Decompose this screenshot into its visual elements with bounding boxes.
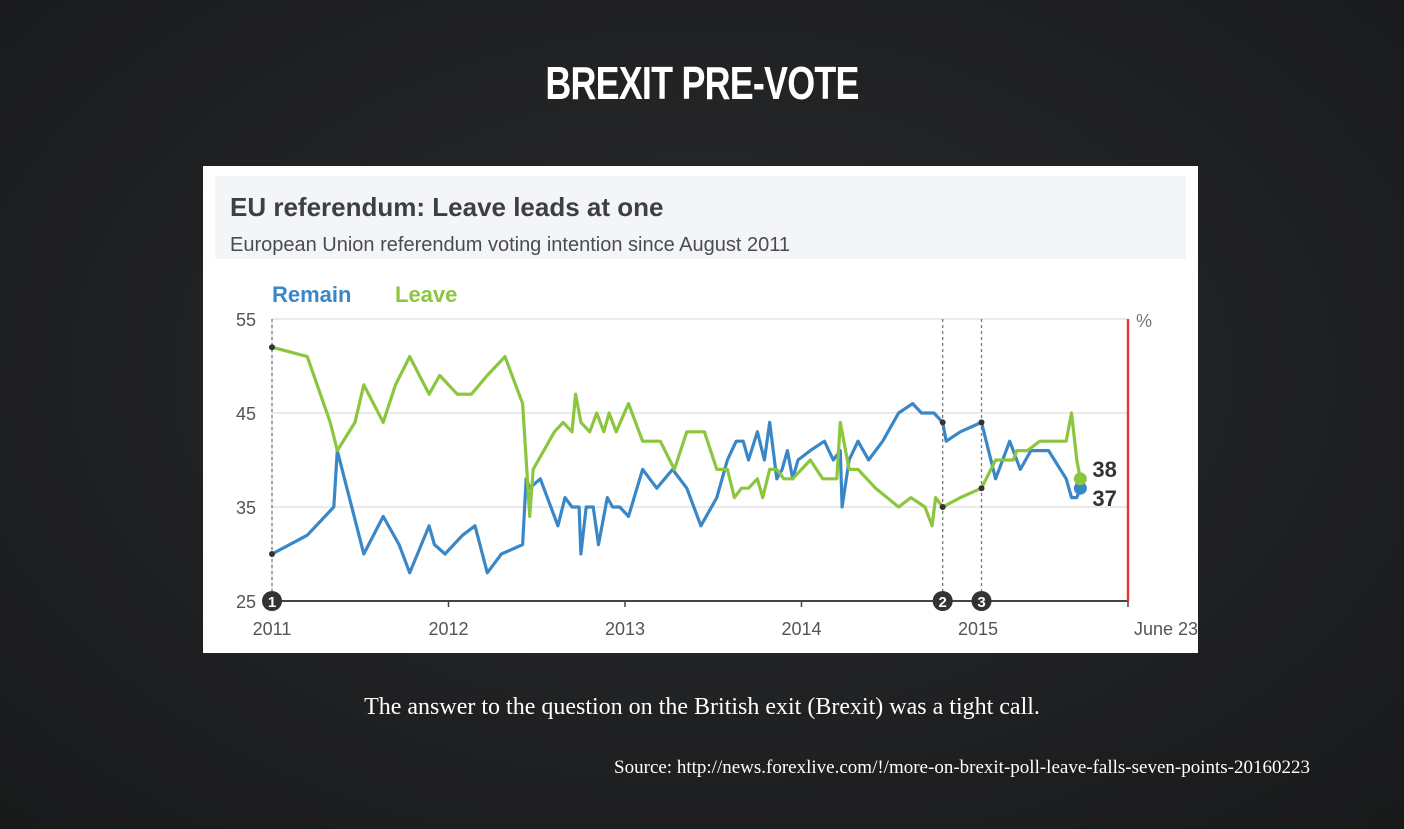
- event-marker-label: 2: [939, 594, 947, 611]
- data-label-remain: 37: [1092, 486, 1116, 511]
- x-tick-label: 2013: [605, 619, 645, 639]
- event-point: [939, 504, 946, 510]
- event-marker: [971, 591, 992, 611]
- series-line-leave: [270, 345, 1082, 528]
- event-point: [978, 419, 985, 426]
- slide-title: BREXIT PRE-VOTE: [545, 57, 859, 109]
- event-marker: [262, 591, 282, 611]
- chart-subtitle: European Union referendum voting intenti…: [230, 234, 791, 256]
- event-marker-label: 1: [268, 594, 276, 611]
- y-tick-label: 35: [236, 498, 256, 518]
- x-tick-label: 2014: [781, 619, 821, 639]
- x-tick-label: 2012: [428, 619, 468, 639]
- event-marker-label: 3: [977, 594, 985, 611]
- event-point: [269, 551, 275, 557]
- event-marker: [932, 591, 953, 611]
- chart-frame: EU referendum: Leave leads at one Europe…: [203, 166, 1198, 653]
- slide-caption: The answer to the question on the Britis…: [364, 694, 1040, 720]
- end-point-remain: [1073, 481, 1087, 495]
- end-point-leave: [1073, 472, 1087, 486]
- data-label-leave: 38: [1092, 457, 1116, 482]
- source-citation: Source: http://news.forexlive.com/!/more…: [614, 757, 1310, 778]
- chart-header: EU referendum: Leave leads at one Europe…: [215, 176, 1186, 259]
- x-tick-label: June 23: [1134, 619, 1198, 639]
- unit-label: %: [1136, 311, 1152, 331]
- series-line-remain: [270, 402, 1082, 575]
- line-chart: Remain Leave 25 35 45 55 2011 2012 2013 2014 2015 J…: [236, 282, 1198, 639]
- y-tick-label: 25: [236, 592, 256, 612]
- x-tick-label: 2015: [958, 619, 998, 639]
- x-tick-label: 2011: [253, 619, 292, 639]
- event-point: [269, 344, 275, 351]
- legend-leave: Leave: [395, 282, 457, 307]
- y-tick-label: 55: [236, 310, 256, 330]
- event-point: [939, 419, 946, 426]
- legend-remain: Remain: [272, 282, 351, 307]
- y-tick-label: 45: [236, 404, 256, 424]
- event-point: [978, 485, 985, 492]
- chart-title: EU referendum: Leave leads at one: [230, 192, 664, 222]
